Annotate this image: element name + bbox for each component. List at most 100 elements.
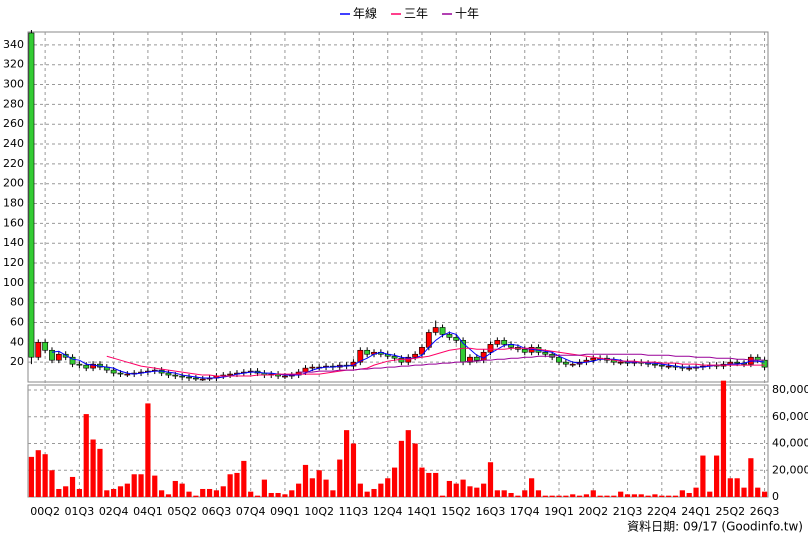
- candle-body: [179, 375, 186, 378]
- candle-body: [617, 361, 624, 364]
- y-tick-label: 340: [3, 38, 24, 51]
- volume-bar: [405, 430, 411, 497]
- candle-body: [364, 349, 371, 355]
- volume-bar: [755, 487, 761, 497]
- candle-body: [480, 351, 487, 361]
- x-tick-label: 11Q3: [339, 505, 369, 518]
- volume-bar: [90, 439, 96, 497]
- moving-average-line: [51, 331, 765, 379]
- candle-body: [117, 372, 124, 375]
- volume-bar: [570, 494, 576, 497]
- volume-bar: [172, 480, 178, 497]
- volume-bar: [344, 430, 350, 497]
- candle-body: [494, 340, 501, 345]
- candle-body: [686, 367, 693, 370]
- candle-body: [398, 357, 405, 363]
- volume-bar: [542, 495, 548, 497]
- candle-body: [501, 340, 508, 345]
- candle-body: [35, 342, 42, 358]
- volume-bar: [398, 440, 405, 497]
- volume-bar: [63, 486, 69, 497]
- volume-bar: [371, 488, 377, 497]
- volume-bar: [618, 491, 624, 497]
- volume-bar: [193, 495, 199, 497]
- volume-bar: [494, 490, 500, 497]
- candle-body: [90, 363, 96, 369]
- volume-bar: [296, 483, 302, 497]
- volume-bar: [302, 464, 309, 497]
- volume-bar: [446, 480, 452, 497]
- y-tick-label: 40: [10, 335, 24, 348]
- volume-bar: [364, 491, 370, 497]
- volume-bar: [275, 492, 281, 497]
- volume-bar: [206, 488, 213, 497]
- volume-bar: [268, 492, 274, 497]
- candle-body: [665, 365, 672, 368]
- legend-label: 三年: [404, 7, 428, 21]
- candle-body: [110, 369, 117, 374]
- volume-bar: [56, 488, 62, 497]
- volume-bar: [460, 479, 466, 497]
- candle-body: [309, 366, 316, 369]
- volume-bar: [234, 472, 240, 497]
- volume-bar: [378, 483, 384, 497]
- candle-body: [446, 334, 453, 338]
- volume-bar: [309, 478, 315, 497]
- candle-body: [590, 357, 597, 361]
- x-tick-label: 14Q1: [407, 505, 437, 518]
- volume-bar: [145, 403, 151, 497]
- y2-tick-label: 60,000: [772, 410, 808, 423]
- volume-bar: [652, 494, 658, 497]
- y-tick-label: 180: [3, 197, 24, 210]
- volume-bar: [659, 495, 665, 497]
- volume-bar: [535, 490, 542, 497]
- moving-average-line: [298, 353, 765, 373]
- volume-bar: [700, 455, 706, 497]
- candle-body: [569, 363, 576, 366]
- candle-body: [562, 361, 569, 365]
- candle-body: [55, 353, 62, 361]
- volume-bar: [289, 490, 295, 497]
- legend-label: 年線: [353, 6, 377, 21]
- x-tick-label: 00Q2: [30, 505, 60, 518]
- volume-bar: [117, 486, 124, 497]
- candle-body: [49, 349, 55, 361]
- volume-bar: [727, 478, 733, 497]
- volume-bar: [261, 479, 267, 497]
- volume-bar: [104, 490, 110, 497]
- candle-body: [302, 367, 309, 373]
- volume-bar: [693, 487, 699, 497]
- volume-bar: [97, 448, 103, 497]
- candle-body: [172, 374, 179, 377]
- candle-body: [432, 327, 439, 333]
- x-tick-label: 26Q3: [750, 505, 780, 518]
- candle-body: [357, 349, 364, 363]
- volume-bar: [549, 495, 555, 497]
- volume-bar: [624, 494, 631, 497]
- volume-bar: [748, 458, 754, 497]
- x-tick-label: 12Q4: [373, 505, 403, 518]
- volume-bar: [111, 488, 117, 497]
- x-tick-label: 09Q1: [270, 505, 300, 518]
- volume-bar: [124, 483, 130, 497]
- y-tick-label: 200: [3, 177, 24, 190]
- volume-bar: [761, 491, 768, 497]
- candle-body: [521, 348, 528, 353]
- y-tick-label: 60: [10, 316, 24, 329]
- volume-bar: [330, 490, 336, 497]
- volume-bar: [248, 491, 254, 497]
- volume-bar: [220, 486, 226, 497]
- volume-bar: [282, 494, 288, 497]
- volume-bar: [200, 488, 206, 497]
- volume-bar: [474, 487, 480, 497]
- volume-bar: [316, 470, 322, 497]
- volume-bar: [439, 495, 446, 497]
- volume-bar: [426, 472, 432, 497]
- y-tick-label: 320: [3, 58, 24, 71]
- x-tick-label: 21Q3: [613, 505, 643, 518]
- candle-body: [83, 364, 90, 369]
- volume-bar: [563, 495, 569, 497]
- volume-bar: [672, 495, 679, 497]
- y-tick-label: 160: [3, 216, 24, 229]
